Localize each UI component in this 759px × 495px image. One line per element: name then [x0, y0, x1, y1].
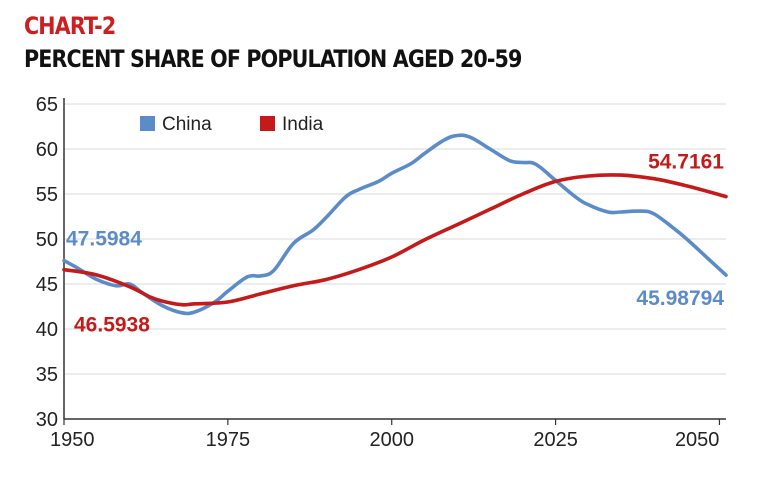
legend: China India — [140, 114, 324, 135]
x-tick-label: 2000 — [369, 429, 414, 451]
y-tick-label: 60 — [36, 139, 58, 161]
y-tick-label: 50 — [36, 229, 58, 251]
chart-header: CHART-2 PERCENT SHARE OF POPULATION AGED… — [24, 12, 724, 74]
series-line-india — [62, 173, 728, 307]
y-tick-label: 45 — [36, 274, 58, 296]
series-line-china — [62, 133, 728, 316]
series-lines — [62, 133, 728, 316]
y-tick-label: 35 — [36, 364, 58, 386]
legend-label-india: India — [282, 114, 324, 135]
x-tick-label: 1975 — [206, 429, 251, 451]
data-label-india: 46.5938 — [74, 314, 150, 337]
data-label-china: 47.5984 — [66, 228, 142, 251]
y-tick-label: 40 — [36, 319, 58, 341]
axes — [63, 98, 726, 425]
data-label-india: 54.7161 — [648, 151, 724, 174]
chart-title: PERCENT SHARE OF POPULATION AGED 20-59 — [24, 45, 522, 73]
y-tick-label: 55 — [36, 184, 58, 206]
x-tick-label: 2025 — [533, 429, 578, 451]
data-label-china: 45.98794 — [636, 287, 724, 310]
chart-kicker: CHART-2 — [24, 12, 116, 40]
legend-swatch-india — [260, 116, 275, 131]
tick-labels: 30 35 40 45 50 55 60 65 1950 1975 2000 2025 2050 — [36, 94, 720, 451]
y-tick-label: 30 — [36, 409, 58, 431]
y-tick-label: 65 — [36, 94, 58, 116]
data-labels: 47.5984 46.5938 54.7161 45.98794 — [66, 151, 724, 337]
legend-swatch-china — [140, 116, 155, 131]
legend-label-china: China — [162, 114, 212, 135]
gridlines — [64, 103, 726, 375]
x-tick-label: 2050 — [675, 429, 720, 451]
x-tick-label: 1950 — [50, 429, 95, 451]
